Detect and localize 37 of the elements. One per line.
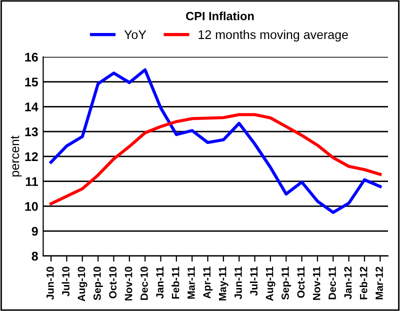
- y-axis-title: percent: [10, 136, 22, 176]
- legend-label: YoY: [124, 30, 146, 40]
- x-tick-label: Jun-11: [234, 266, 242, 300]
- x-tick-label: Oct-11: [297, 266, 305, 298]
- x-tick-label: Aug-11: [266, 266, 276, 301]
- y-tick-label: 12: [25, 152, 38, 161]
- x-tick-label: Dec-11: [328, 266, 336, 300]
- x-tick-label: Mar-11: [188, 266, 195, 299]
- y-tick-label: 11: [26, 177, 38, 186]
- x-tick-label: Jun-10: [46, 266, 54, 300]
- y-tick-label: 14: [25, 102, 38, 112]
- x-tick-label: Oct-10: [109, 266, 117, 298]
- x-tick-label: Feb-11: [172, 266, 180, 299]
- x-tick-label: Jul-11: [250, 266, 258, 296]
- y-tick-label: 16: [25, 52, 38, 62]
- x-tick-label: Sep-10: [93, 266, 103, 300]
- y-tick-label: 13: [25, 127, 38, 136]
- x-tick-label: Aug-10: [78, 266, 88, 302]
- line-series: [50, 113, 382, 206]
- x-tick-label: Sep-11: [282, 266, 291, 300]
- x-tick-label: Nov-10: [124, 266, 132, 300]
- x-tick-label: Jul-10: [62, 266, 70, 296]
- y-tick-label: 15: [25, 78, 38, 86]
- x-tick-label: Feb-12: [360, 266, 368, 300]
- x-tick-label: Jan-11: [156, 266, 164, 299]
- y-tick-label: 8: [32, 252, 38, 261]
- y-tick-label: 10: [25, 202, 38, 211]
- x-tick-label: Dec-10: [140, 266, 148, 300]
- chart-title: CPI Inflation: [186, 12, 254, 20]
- line-series: [50, 68, 382, 214]
- legend-label: 12 months moving average: [198, 30, 348, 42]
- x-tick-label: Apr-11: [203, 266, 213, 299]
- y-tick-label: 9: [32, 226, 38, 236]
- x-tick-label: Jan-12: [344, 266, 352, 300]
- x-tick-label: May-11: [218, 266, 228, 300]
- x-tick-label: Nov-11: [313, 266, 320, 300]
- x-tick-label: Mar-12: [376, 266, 383, 300]
